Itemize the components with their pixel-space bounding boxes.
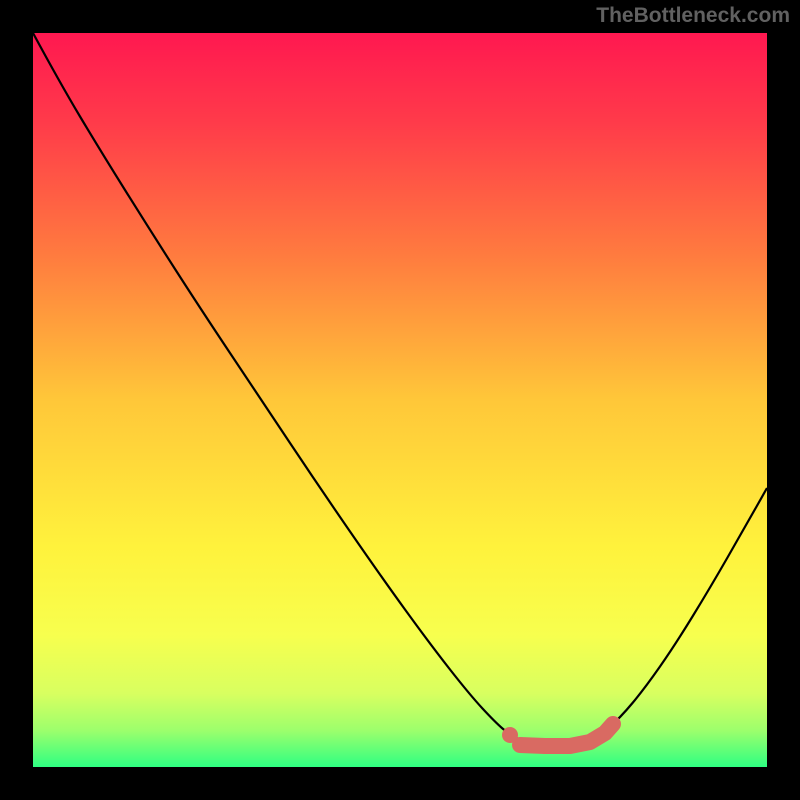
chart-container: TheBottleneck.com bbox=[0, 0, 800, 800]
watermark-text: TheBottleneck.com bbox=[596, 4, 790, 28]
plot-area bbox=[33, 33, 767, 767]
chart-svg bbox=[0, 0, 800, 800]
optimal-point-marker bbox=[502, 727, 518, 743]
